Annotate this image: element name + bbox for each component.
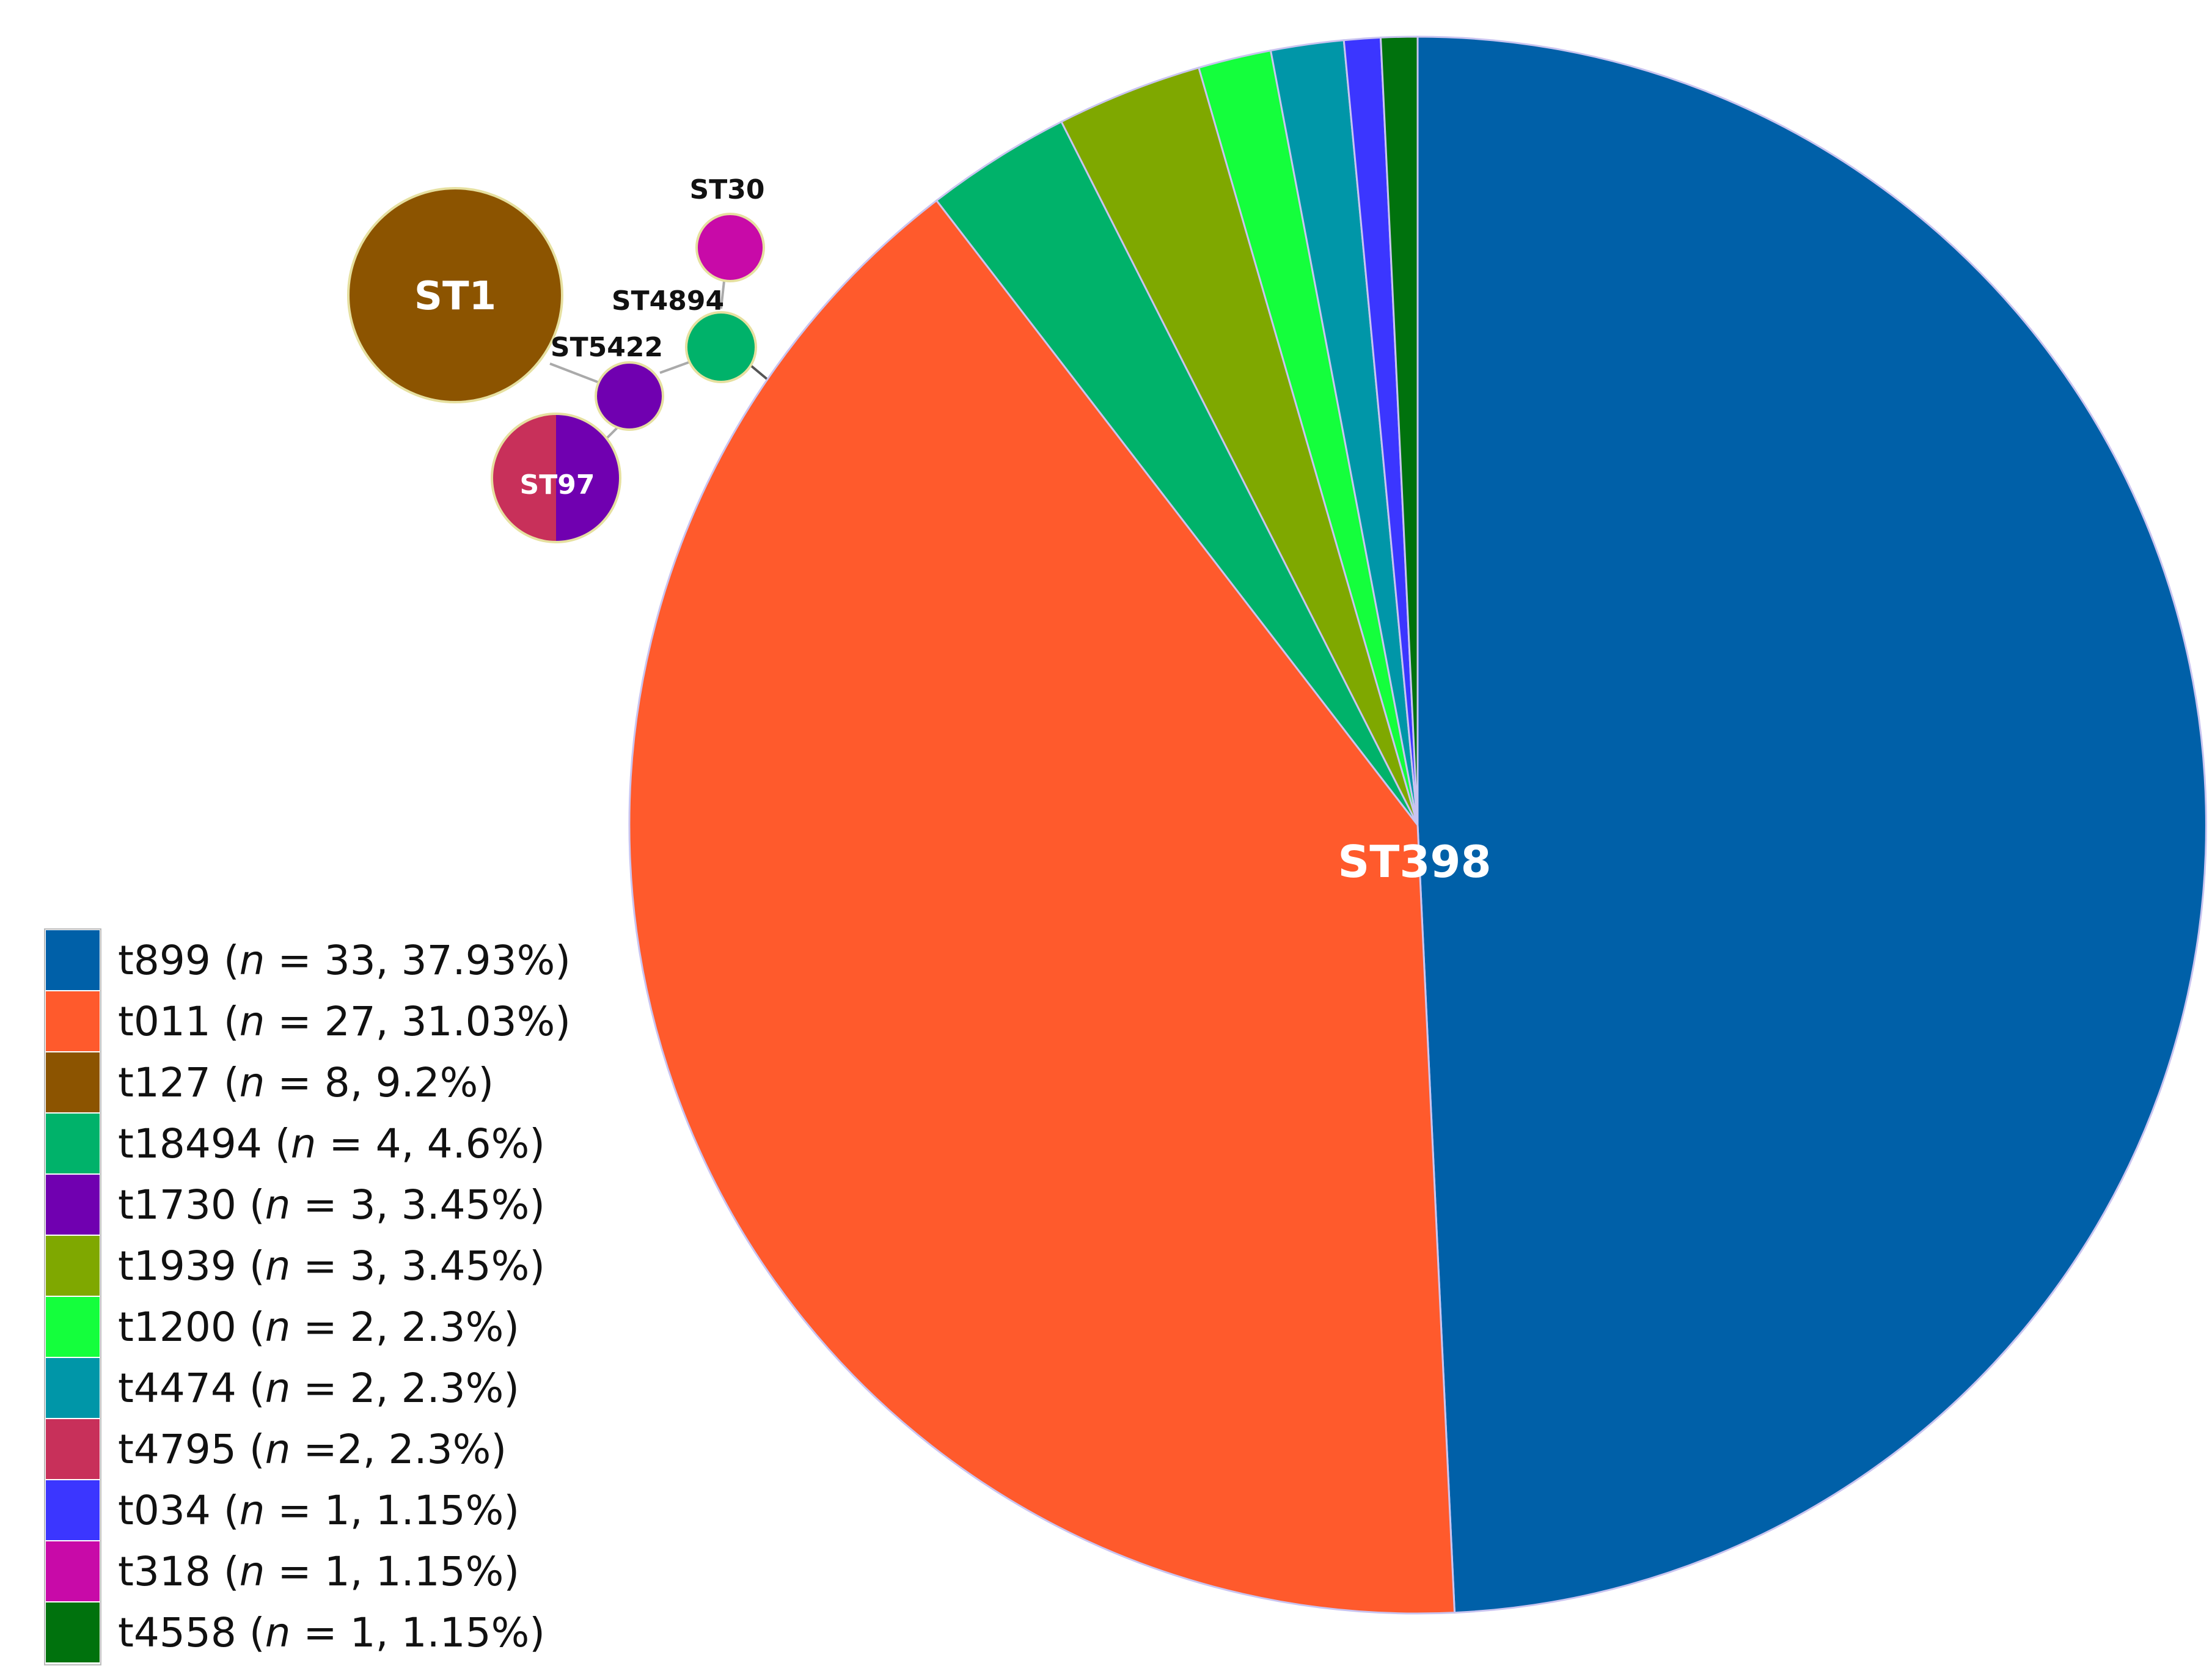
pie-slice-t011	[628, 199, 1456, 1615]
legend-label-t4795: t4795 (n =2, 2.3%)	[118, 1426, 507, 1473]
pie-slice-t899	[1416, 35, 2207, 1614]
node-st4894	[685, 311, 757, 383]
node-st5422	[595, 361, 664, 431]
legend-swatch-t4795	[46, 1419, 100, 1479]
legend-swatch-t1939	[46, 1236, 100, 1296]
edge-st4894-st30	[720, 281, 725, 309]
legend-swatch-t4474	[46, 1358, 100, 1418]
legend-label-t1730: t1730 (n = 3, 3.45%)	[118, 1181, 545, 1228]
legend-label-t18494: t18494 (n = 4, 4.6%)	[118, 1120, 545, 1167]
legend-swatch-t034	[46, 1480, 100, 1540]
legend-swatch-t127	[46, 1052, 100, 1112]
node-label-st5422: ST5422	[551, 332, 663, 363]
node-st97	[491, 413, 621, 543]
legend-label-t034: t034 (n = 1, 1.15%)	[118, 1487, 519, 1534]
node-label-st1: ST1	[414, 274, 496, 319]
pie-center-label: ST398	[1338, 836, 1491, 887]
node-label-st97: ST97	[520, 469, 595, 501]
legend-label-t899: t899 (n = 33, 37.93%)	[118, 937, 571, 984]
legend-swatch-t1730	[46, 1175, 100, 1235]
pie-slice-t1939	[1060, 66, 1419, 826]
edge-st5422-st4894	[659, 359, 694, 374]
legend: t899 (n = 33, 37.93%) t011 (n = 27, 31.03…	[44, 928, 571, 1665]
legend-swatch-t18494	[46, 1114, 100, 1173]
pie-slice-t4558	[1379, 35, 1419, 826]
legend-label-t1939: t1939 (n = 3, 3.45%)	[118, 1243, 545, 1290]
legend-label-t4474: t4474 (n = 2, 2.3%)	[118, 1365, 519, 1412]
st398-pie	[628, 35, 2207, 1615]
legend-frame	[44, 928, 101, 1665]
legend-label-t318: t318 (n = 1, 1.15%)	[118, 1548, 519, 1595]
legend-swatch-t899	[46, 930, 100, 990]
node-label-st30: ST30	[690, 174, 765, 205]
node-st30	[695, 213, 765, 282]
legend-label-t011: t011 (n = 27, 31.03%)	[118, 998, 571, 1045]
legend-swatch-t011	[46, 991, 100, 1051]
network-nodes: ST1 ST30 ST4894 ST5422 ST97	[347, 174, 765, 543]
legend-swatch-t318	[46, 1541, 100, 1601]
legend-swatch-t1200	[46, 1297, 100, 1357]
legend-label-t127: t127 (n = 8, 9.2%)	[118, 1059, 494, 1106]
pie-slice-t18494	[935, 120, 1419, 826]
legend-swatch-t4558	[46, 1602, 100, 1662]
node-st1	[347, 187, 563, 403]
legend-label-t1200: t1200 (n = 2, 2.3%)	[118, 1304, 519, 1351]
legend-label-t4558: t4558 (n = 1, 1.15%)	[118, 1609, 545, 1656]
node-label-st4894: ST4894	[612, 285, 724, 317]
